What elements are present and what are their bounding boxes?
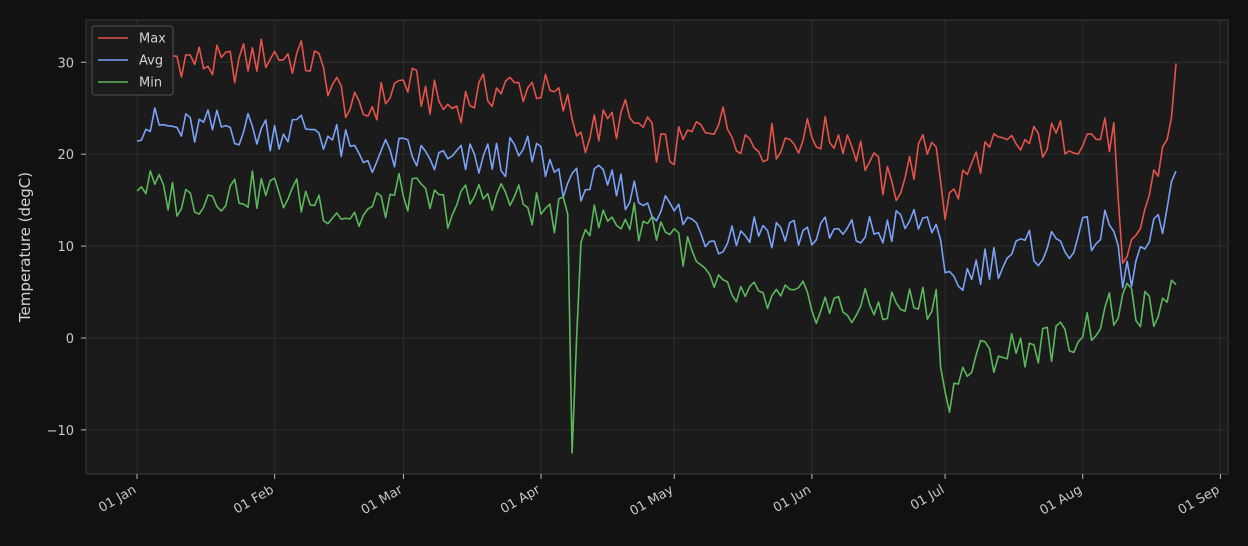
x-tick-label: 01 Jan <box>96 482 139 515</box>
x-tick-label: 01 Apr <box>498 482 543 517</box>
y-axis-ticks: −10 0 10 20 30 <box>47 56 86 439</box>
y-tick-label: −10 <box>47 424 74 439</box>
plot-area <box>85 19 1229 475</box>
x-tick-label: 01 May <box>628 482 677 519</box>
y-tick-label: 10 <box>57 240 74 255</box>
y-tick-label: 30 <box>57 56 74 71</box>
series-line-min <box>136 170 1177 454</box>
x-axis-ticks: 01 Jan 01 Feb 01 Mar 01 Apr 01 May 01 Jun 01 J… <box>96 474 1222 519</box>
legend-label-min: Min <box>139 76 162 91</box>
legend: Max Avg Min <box>91 25 174 96</box>
legend-label-avg: Avg <box>139 54 163 69</box>
x-tick-label: 01 Jul <box>908 482 947 513</box>
series-layer <box>136 38 1177 454</box>
y-tick-label: 0 <box>66 332 74 347</box>
series-line-max <box>136 38 1177 264</box>
y-tick-label: 20 <box>57 148 74 163</box>
x-tick-label: 01 Feb <box>231 482 276 517</box>
legend-label-max: Max <box>139 32 166 47</box>
x-tick-label: 01 Mar <box>359 482 406 518</box>
x-tick-label: 01 Aug <box>1037 482 1084 518</box>
series-line-avg <box>136 107 1177 292</box>
x-tick-label: 01 Jun <box>771 482 814 515</box>
y-axis-label: Temperature (degC) <box>16 172 34 323</box>
x-tick-label: 01 Sep <box>1176 482 1223 518</box>
legend-box <box>91 25 174 96</box>
